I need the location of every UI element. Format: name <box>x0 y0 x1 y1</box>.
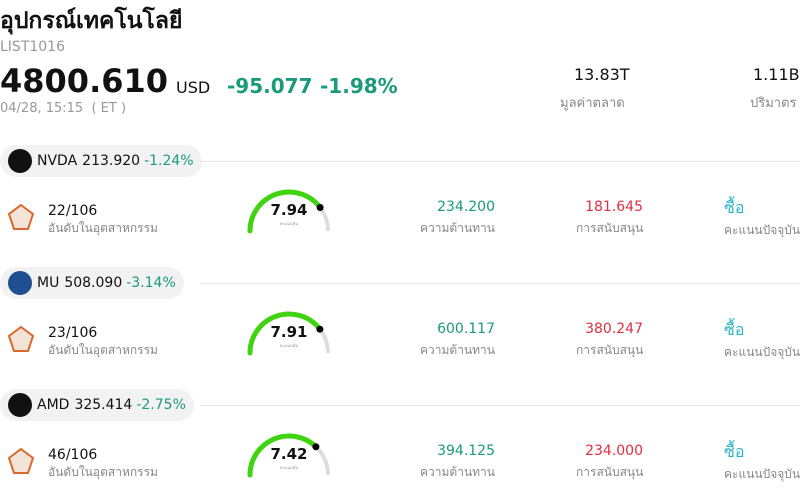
logo <box>8 393 32 417</box>
stock-change: -1.24% <box>144 153 194 169</box>
support-label: การสนับสนุน <box>576 465 644 479</box>
stock-change: -3.14% <box>126 275 176 291</box>
support: 234.000 <box>585 443 643 459</box>
resistance-label: ความต้านทาน <box>420 221 495 235</box>
rank-label: อันดับในอุตสาหกรรม <box>48 221 158 235</box>
rating: ซื้อ <box>724 442 745 461</box>
divider <box>200 405 800 406</box>
stock-price: 213.920 <box>82 153 141 169</box>
code: LIST1016 <box>0 39 65 55</box>
divider <box>200 161 800 162</box>
score: 7.91 <box>270 323 308 341</box>
title: อุปกรณ์เทคโนโลยี <box>0 8 183 34</box>
resistance-label: ความต้านทาน <box>420 465 495 479</box>
stock-pill[interactable]: NVDA 213.920 -1.24% <box>0 145 202 177</box>
change-pct: -1.98% <box>320 74 398 98</box>
resistance: 234.200 <box>437 199 495 215</box>
rank: 46/106 <box>48 447 98 463</box>
stat-value: 13.83T <box>574 65 630 84</box>
gauge-fill <box>247 189 323 234</box>
change: -95.077 <box>227 74 313 98</box>
logo <box>8 149 32 173</box>
support: 181.645 <box>585 199 643 215</box>
gauge-fill <box>247 311 323 356</box>
rating: ซื้อ <box>724 320 745 339</box>
support: 380.247 <box>585 321 643 337</box>
rating-label: คะแนนปัจจุบัน <box>724 467 800 481</box>
score: 7.94 <box>270 201 308 219</box>
gauge-fill <box>247 433 319 478</box>
rank: 23/106 <box>48 325 98 341</box>
rank-icon <box>7 203 35 230</box>
stock-price: 325.414 <box>74 397 133 413</box>
score: 7.42 <box>270 445 308 463</box>
time: 04/28, 15:15 ( ET ) <box>0 101 127 116</box>
rank-label: อันดับในอุตสาหกรรม <box>48 465 158 479</box>
pentagon <box>7 203 35 230</box>
divider <box>200 283 800 284</box>
score-label: คะแนนหุ้น <box>279 465 299 470</box>
ticker: NVDA <box>37 153 78 169</box>
support-label: การสนับสนุน <box>576 343 644 357</box>
stat-label: ปริมาตร <box>750 96 797 111</box>
rating-label: คะแนนปัจจุบัน <box>724 223 800 237</box>
pentagon <box>7 325 35 352</box>
ticker: MU <box>37 275 60 291</box>
gauge <box>247 433 330 478</box>
rank-label: อันดับในอุตสาหกรรม <box>48 343 158 357</box>
rank-icon <box>7 447 35 474</box>
currency: USD <box>176 78 211 97</box>
price: 4800.610 <box>0 62 169 100</box>
pentagon <box>7 447 35 474</box>
stat-value: 1.11B <box>753 65 800 84</box>
resistance: 600.117 <box>437 321 495 337</box>
support-label: การสนับสนุน <box>576 221 644 235</box>
gauge-dot <box>316 203 324 211</box>
stock-change: -2.75% <box>136 397 186 413</box>
stock-pill[interactable]: AMD 325.414 -2.75% <box>0 389 194 421</box>
resistance: 394.125 <box>437 443 495 459</box>
score-label: คะแนนหุ้น <box>279 221 299 226</box>
logo <box>8 271 32 295</box>
rating-label: คะแนนปัจจุบัน <box>724 345 800 359</box>
stock-price: 508.090 <box>64 275 123 291</box>
stock-pill[interactable]: MU 508.090 -3.14% <box>0 267 184 299</box>
score-label: คะแนนหุ้น <box>279 343 299 348</box>
stat-label: มูลค่าตลาด <box>560 96 625 111</box>
resistance-label: ความต้านทาน <box>420 343 495 357</box>
rating: ซื้อ <box>724 198 745 217</box>
ticker: AMD <box>37 397 70 413</box>
gauge-dot <box>312 443 320 451</box>
gauge <box>247 311 330 356</box>
rank-icon <box>7 325 35 352</box>
rank: 22/106 <box>48 203 98 219</box>
gauge-dot <box>316 325 324 333</box>
gauge <box>247 189 330 234</box>
